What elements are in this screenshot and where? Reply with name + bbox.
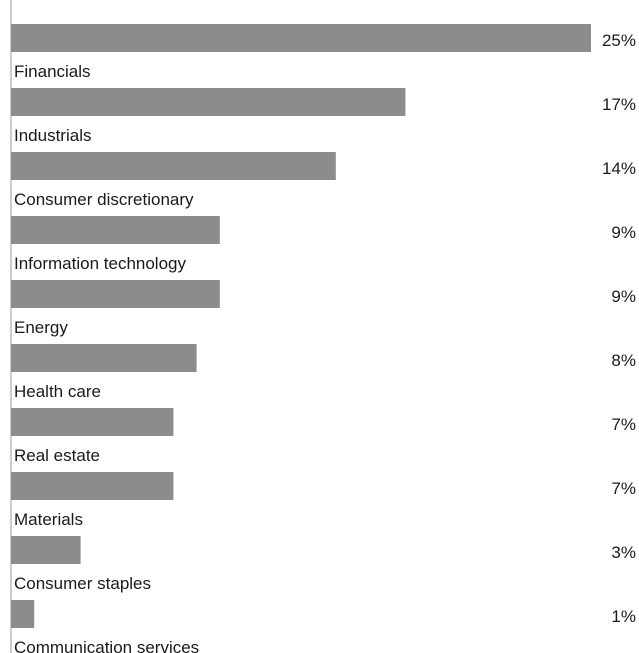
category-label-materials: Materials	[14, 510, 83, 529]
category-label-consumer-discretionary: Consumer discretionary	[14, 190, 194, 209]
bar-information-technology	[11, 216, 220, 244]
value-label-financials: 25%	[602, 31, 636, 50]
labels-group: 25% Financials 17% Industrials 14% Consumer d…	[14, 31, 636, 653]
value-label-consumer-discretionary: 14%	[602, 159, 636, 178]
category-label-communication-services: Communication services	[14, 638, 199, 653]
bar-communication-services	[11, 600, 35, 628]
category-label-real-estate: Real estate	[14, 446, 100, 465]
value-label-materials: 7%	[611, 479, 636, 498]
category-label-health-care: Health care	[14, 382, 101, 401]
value-label-energy: 9%	[611, 287, 636, 306]
value-label-health-care: 8%	[611, 351, 636, 370]
bar-industrials	[11, 88, 406, 116]
category-label-information-technology: Information technology	[14, 254, 186, 273]
category-label-consumer-staples: Consumer staples	[14, 574, 151, 593]
value-label-information-technology: 9%	[611, 223, 636, 242]
bar-real-estate	[11, 408, 174, 436]
bar-materials	[11, 472, 174, 500]
bar-health-care	[11, 344, 197, 372]
bars-group	[11, 24, 591, 628]
bar-consumer-discretionary	[11, 152, 336, 180]
value-label-industrials: 17%	[602, 95, 636, 114]
category-label-energy: Energy	[14, 318, 68, 337]
bar-financials	[11, 24, 591, 52]
category-label-industrials: Industrials	[14, 126, 91, 145]
value-label-real-estate: 7%	[611, 415, 636, 434]
value-label-consumer-staples: 3%	[611, 543, 636, 562]
bar-energy	[11, 280, 220, 308]
bar-consumer-staples	[11, 536, 81, 564]
value-label-communication-services: 1%	[611, 607, 636, 626]
category-label-financials: Financials	[14, 62, 91, 81]
